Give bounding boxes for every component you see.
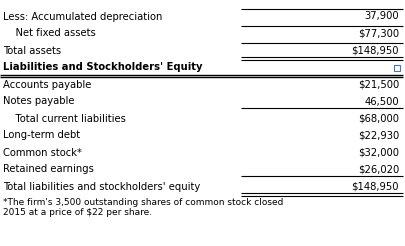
Text: $21,500: $21,500 <box>358 79 399 90</box>
Text: Retained earnings: Retained earnings <box>3 165 94 174</box>
Text: Total current liabilities: Total current liabilities <box>3 113 126 123</box>
Text: Common stock*: Common stock* <box>3 148 82 157</box>
Text: $32,000: $32,000 <box>358 148 399 157</box>
Text: 37,900: 37,900 <box>364 12 399 21</box>
Text: Liabilities and Stockholders' Equity: Liabilities and Stockholders' Equity <box>3 62 203 73</box>
Text: Long-term debt: Long-term debt <box>3 130 80 140</box>
Text: 2015 at a price of $22 per share.: 2015 at a price of $22 per share. <box>3 208 152 217</box>
Text: $68,000: $68,000 <box>358 113 399 123</box>
Text: Notes payable: Notes payable <box>3 96 75 107</box>
Text: $26,020: $26,020 <box>358 165 399 174</box>
Text: $22,930: $22,930 <box>358 130 399 140</box>
Text: Total assets: Total assets <box>3 46 62 56</box>
Text: Net fixed assets: Net fixed assets <box>3 29 96 39</box>
Text: Total liabilities and stockholders' equity: Total liabilities and stockholders' equi… <box>3 182 200 191</box>
Text: $77,300: $77,300 <box>358 29 399 39</box>
Text: 46,500: 46,500 <box>364 96 399 107</box>
Text: $148,950: $148,950 <box>352 182 399 191</box>
Text: Accounts payable: Accounts payable <box>3 79 92 90</box>
Text: $148,950: $148,950 <box>352 46 399 56</box>
Text: Less: Accumulated depreciation: Less: Accumulated depreciation <box>3 12 163 21</box>
Text: *The firm's 3,500 outstanding shares of common stock closed: *The firm's 3,500 outstanding shares of … <box>3 198 284 207</box>
